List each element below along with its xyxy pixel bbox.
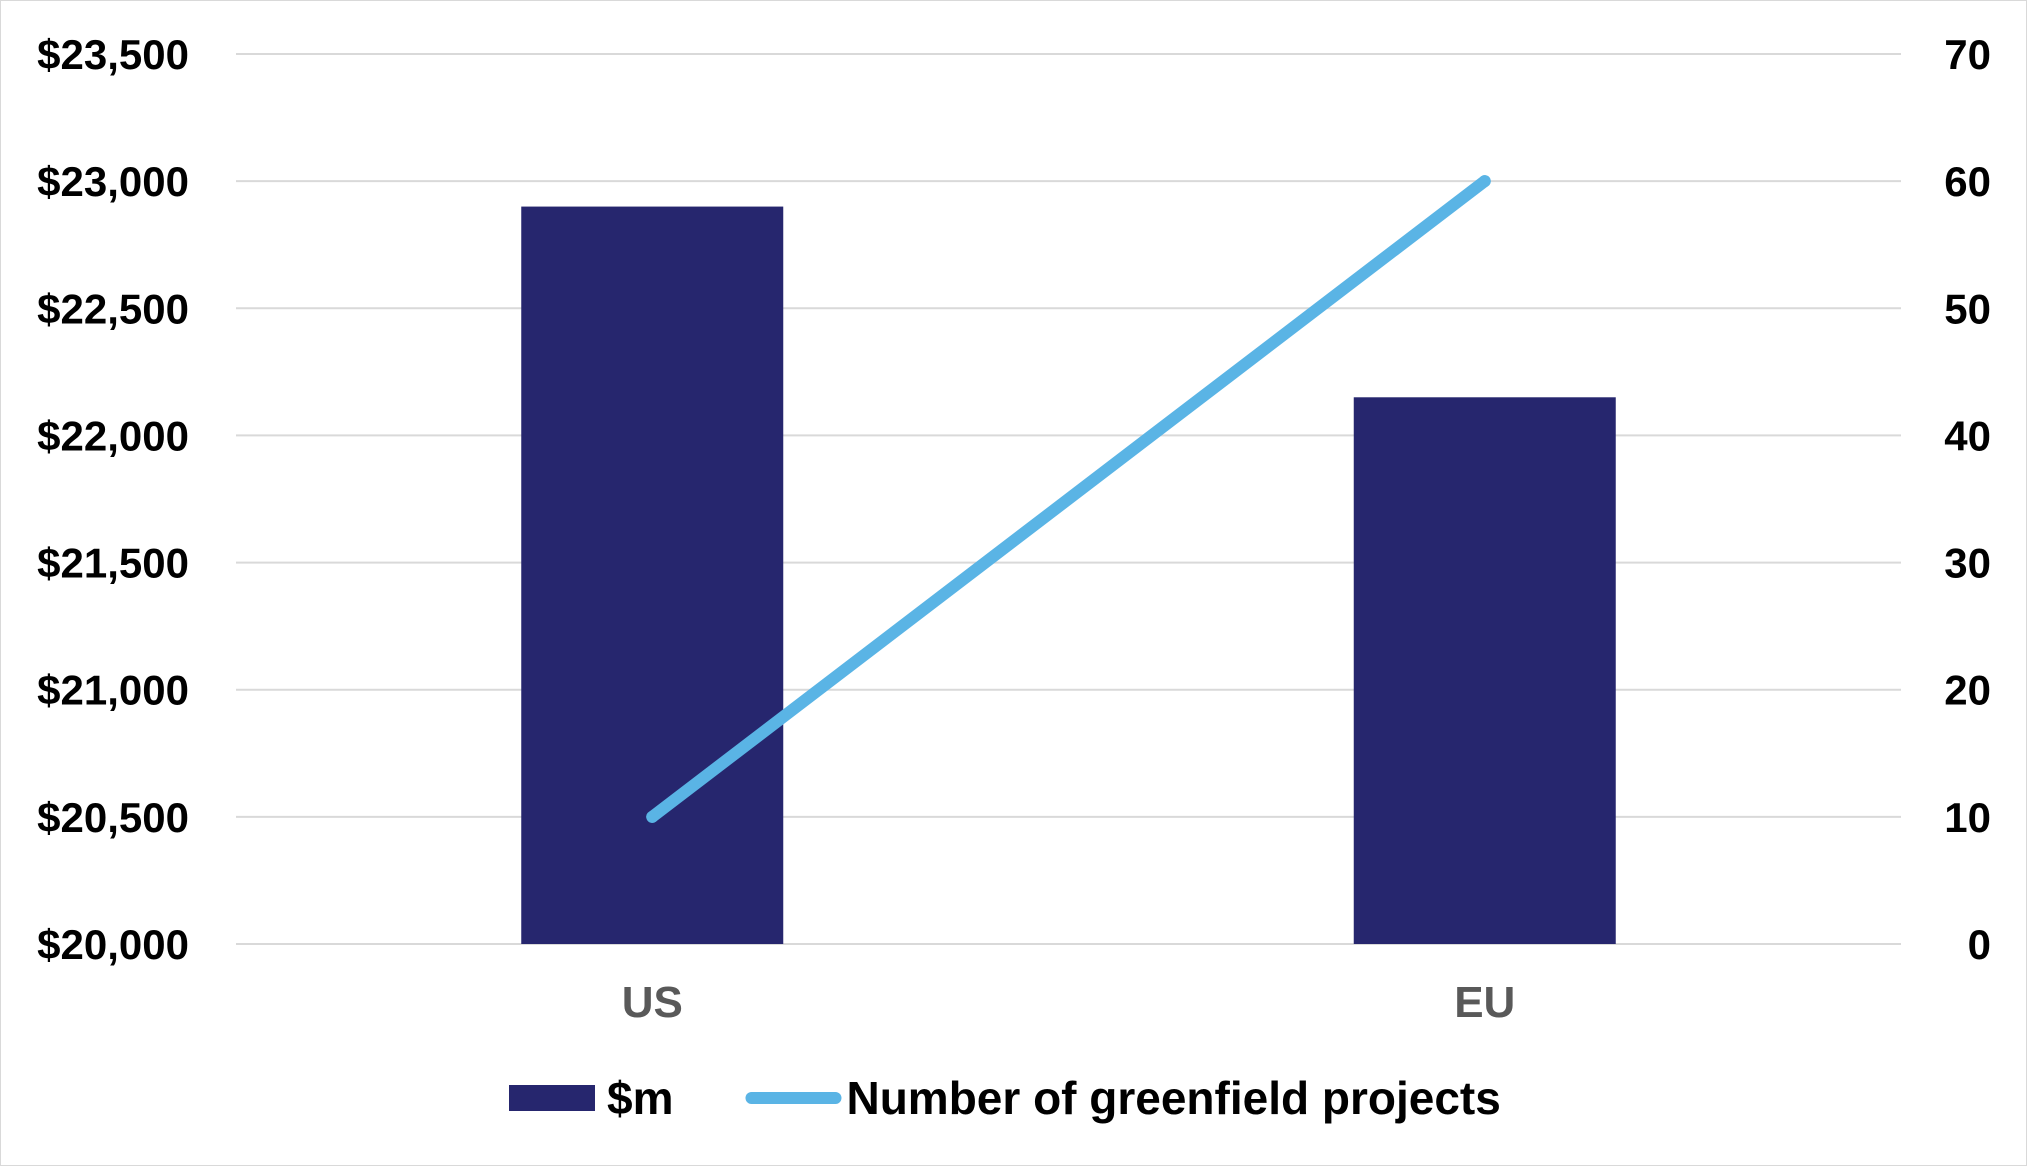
left-axis: $20,000 $20,500 $21,000 $21,500 $22,000 $22,5… — [37, 31, 189, 968]
legend-swatch-bar — [509, 1085, 595, 1111]
right-tick-label: 30 — [1944, 540, 1991, 587]
left-tick-label: $21,500 — [37, 540, 189, 587]
bar-eu — [1353, 397, 1616, 944]
category-label-eu: EU — [1454, 978, 1515, 1027]
right-axis: 0 10 20 30 40 50 60 70 — [1944, 31, 1991, 968]
right-tick-label: 20 — [1944, 667, 1991, 714]
series-line-number-of-greenfield-projects — [646, 175, 1491, 823]
gridlines — [236, 53, 1901, 945]
left-tick-label: $23,500 — [37, 31, 189, 78]
legend-label-number-of-greenfield-projects: Number of greenfield projects — [846, 1072, 1500, 1124]
right-tick-label: 70 — [1944, 31, 1991, 78]
right-tick-label: 60 — [1944, 158, 1991, 205]
right-tick-label: 40 — [1944, 412, 1991, 459]
line-point-us — [646, 810, 659, 823]
left-tick-label: $21,000 — [37, 667, 189, 714]
right-tick-label: 0 — [1968, 921, 1991, 968]
line-series — [646, 175, 1491, 823]
legend: $m Number of greenfield projects — [509, 1072, 1501, 1124]
right-tick-label: 50 — [1944, 285, 1991, 332]
left-tick-label: $22,500 — [37, 285, 189, 332]
category-axis: US EU — [622, 978, 1516, 1027]
line-point-eu — [1478, 175, 1491, 188]
category-label-us: US — [622, 978, 683, 1027]
bar-series — [521, 206, 1616, 945]
left-tick-label: $23,000 — [37, 158, 189, 205]
bar-us — [521, 206, 784, 945]
left-tick-label: $20,500 — [37, 794, 189, 841]
left-tick-label: $20,000 — [37, 921, 189, 968]
legend-label-m: $m — [607, 1072, 673, 1124]
right-tick-label: 10 — [1944, 794, 1991, 841]
left-tick-label: $22,000 — [37, 412, 189, 459]
